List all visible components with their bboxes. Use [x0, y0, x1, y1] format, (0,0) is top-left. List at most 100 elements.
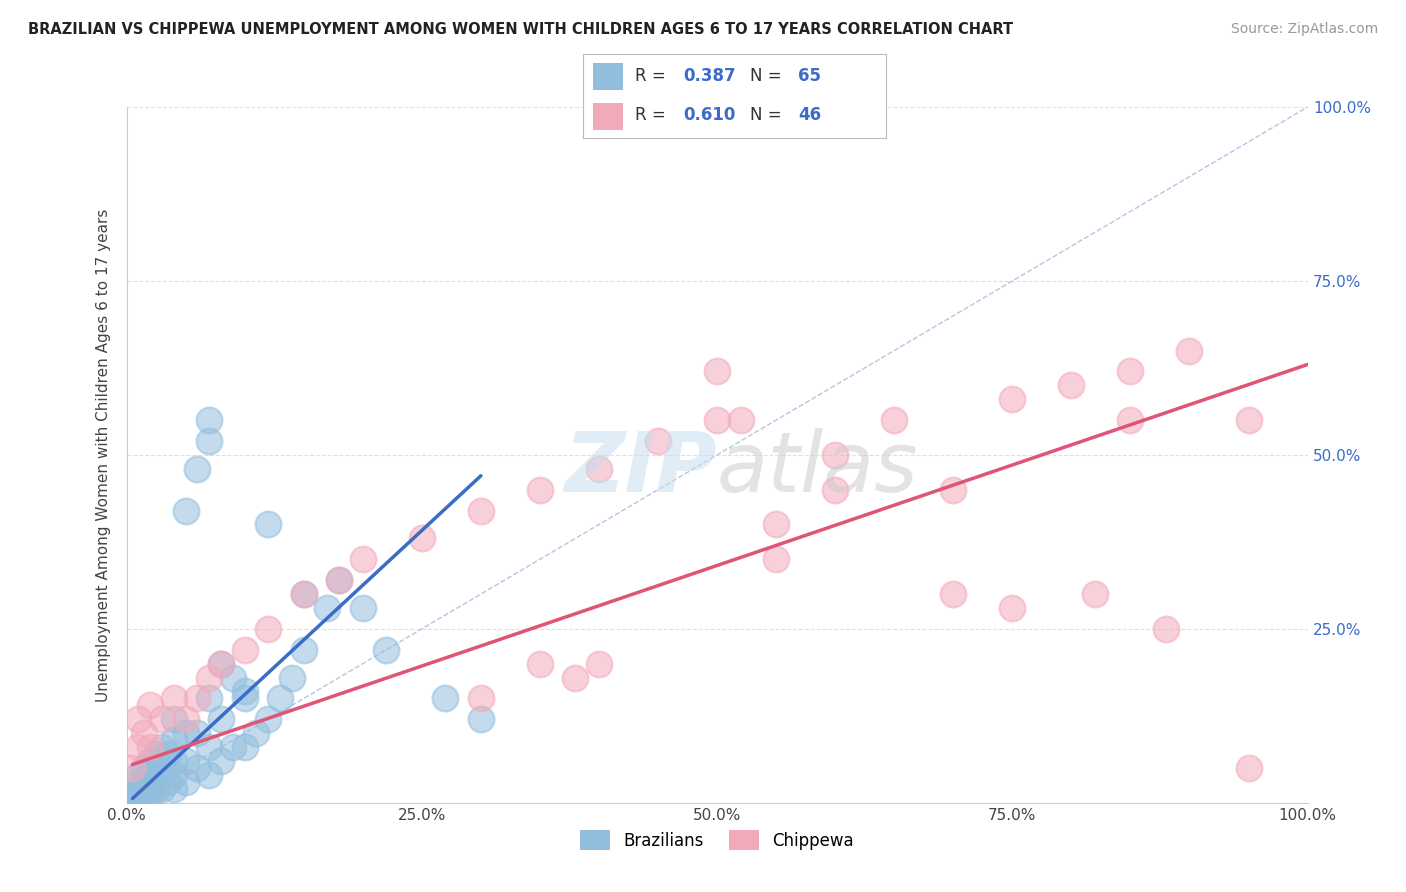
FancyBboxPatch shape [592, 103, 623, 130]
Point [127, 791, 149, 805]
Point [942, 587, 965, 601]
Point [352, 552, 374, 566]
Point [186, 691, 208, 706]
Point [1154, 622, 1177, 636]
Point [706, 364, 728, 378]
Point [127, 712, 149, 726]
Point [163, 781, 186, 796]
Text: BRAZILIAN VS CHIPPEWA UNEMPLOYMENT AMONG WOMEN WITH CHILDREN AGES 6 TO 17 YEARS : BRAZILIAN VS CHIPPEWA UNEMPLOYMENT AMONG… [28, 22, 1014, 37]
Point [139, 789, 162, 803]
Point [134, 775, 156, 789]
Point [121, 761, 143, 775]
Point [198, 434, 221, 448]
Point [765, 517, 787, 532]
Point [1001, 601, 1024, 615]
Point [174, 712, 197, 726]
Point [156, 747, 179, 761]
Point [316, 601, 339, 615]
Point [209, 657, 232, 671]
FancyBboxPatch shape [592, 62, 623, 90]
Point [281, 671, 304, 685]
Point [1060, 378, 1083, 392]
Point [257, 517, 280, 532]
Point [163, 754, 186, 768]
Text: 65: 65 [799, 68, 821, 86]
Point [127, 785, 149, 799]
Point [163, 691, 186, 706]
Point [529, 657, 551, 671]
Point [127, 781, 149, 796]
Legend: Brazilians, Chippewa: Brazilians, Chippewa [574, 823, 860, 857]
Point [139, 781, 162, 796]
Point [139, 754, 162, 768]
Text: Source: ZipAtlas.com: Source: ZipAtlas.com [1230, 22, 1378, 37]
Text: ZIP: ZIP [564, 428, 717, 509]
Point [174, 775, 197, 789]
Point [198, 413, 221, 427]
Point [145, 768, 167, 782]
Y-axis label: Unemployment Among Women with Children Ages 6 to 17 years: Unemployment Among Women with Children A… [96, 208, 111, 702]
Point [198, 740, 221, 755]
Point [150, 740, 173, 755]
Point [156, 775, 179, 789]
Point [730, 413, 752, 427]
Point [134, 761, 156, 775]
Text: R =: R = [636, 106, 671, 124]
Point [588, 462, 610, 476]
Point [434, 691, 457, 706]
Point [174, 503, 197, 517]
Point [127, 792, 149, 806]
Point [125, 790, 148, 805]
Point [1119, 413, 1142, 427]
Point [127, 775, 149, 789]
Point [765, 552, 787, 566]
Point [139, 768, 162, 782]
Point [529, 483, 551, 497]
Point [1237, 413, 1260, 427]
Point [186, 726, 208, 740]
Text: atlas: atlas [717, 428, 918, 509]
Point [352, 601, 374, 615]
Point [328, 573, 350, 587]
Point [245, 726, 267, 740]
Point [470, 691, 492, 706]
Point [163, 768, 186, 782]
Point [209, 657, 232, 671]
Point [564, 671, 586, 685]
Point [186, 761, 208, 775]
Point [174, 726, 197, 740]
Point [233, 691, 256, 706]
Point [233, 684, 256, 698]
Point [292, 587, 315, 601]
Point [824, 448, 846, 462]
Point [139, 740, 162, 755]
Point [134, 781, 156, 796]
Point [470, 503, 492, 517]
Point [139, 698, 162, 713]
Point [198, 768, 221, 782]
Point [127, 768, 149, 782]
Point [134, 726, 156, 740]
Point [150, 761, 173, 775]
Point [942, 483, 965, 497]
Point [127, 789, 149, 803]
Point [222, 740, 245, 755]
Point [292, 587, 315, 601]
Point [198, 671, 221, 685]
Text: N =: N = [749, 106, 786, 124]
Point [269, 691, 291, 706]
Point [1084, 587, 1107, 601]
Text: 0.387: 0.387 [683, 68, 735, 86]
Text: N =: N = [749, 68, 786, 86]
Point [470, 712, 492, 726]
Point [198, 691, 221, 706]
Point [124, 792, 146, 806]
Point [257, 622, 280, 636]
Point [1178, 343, 1201, 358]
Point [127, 740, 149, 755]
Point [145, 747, 167, 761]
Point [145, 781, 167, 796]
Point [1119, 364, 1142, 378]
Point [1001, 392, 1024, 407]
Point [222, 671, 245, 685]
